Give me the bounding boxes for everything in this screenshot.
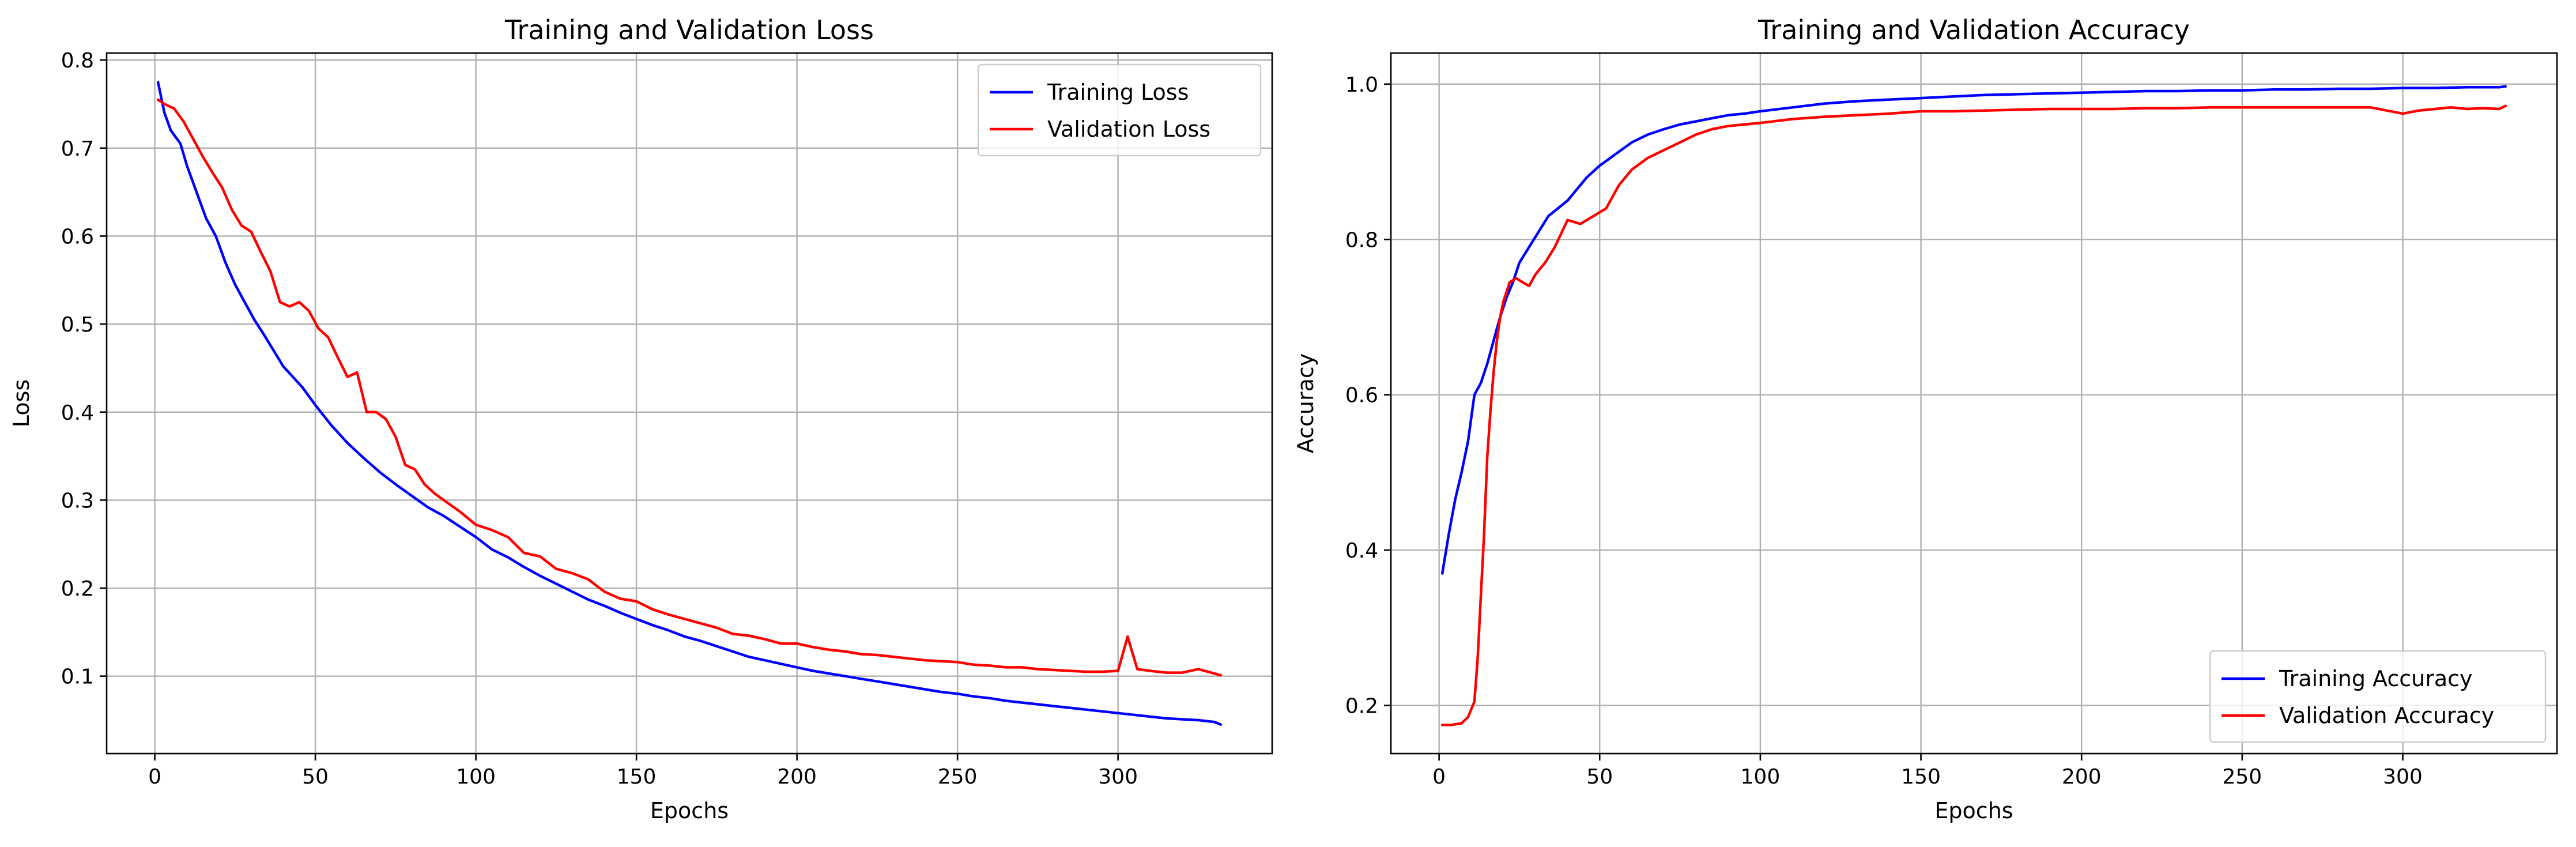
- x-axis-label: Epochs: [650, 798, 729, 823]
- x-tick-label: 150: [1901, 765, 1941, 789]
- y-tick-label: 0.6: [1345, 384, 1378, 408]
- y-axis-label: Accuracy: [1293, 353, 1318, 454]
- legend-label: Training Loss: [1047, 80, 1189, 105]
- x-tick-label: 100: [456, 765, 496, 789]
- plot-frame: [1390, 52, 2558, 755]
- legend-label: Training Accuracy: [2279, 666, 2473, 691]
- grid: [1391, 53, 2557, 754]
- y-tick-label: 0.4: [61, 401, 94, 425]
- y-tick-label: 0.2: [61, 577, 94, 601]
- chart-title: Training and Validation Accuracy: [1757, 14, 2190, 46]
- y-tick-label: 0.1: [61, 665, 94, 689]
- y-tick-label: 0.5: [61, 313, 94, 337]
- legend-box: [2209, 650, 2547, 743]
- series-line-validation-loss: [156, 98, 1223, 677]
- legend-box: [977, 63, 1262, 157]
- x-tick-label: 200: [777, 765, 817, 789]
- y-tick-label: 0.7: [61, 137, 94, 161]
- x-tick-label: 250: [938, 765, 978, 789]
- series-line-training-loss: [156, 81, 1223, 726]
- legend: Training Loss Validation Loss: [977, 63, 1262, 157]
- y-tick-label: 0.3: [61, 489, 94, 513]
- x-axis-label: Epochs: [1934, 798, 2013, 823]
- x-tick-label: 200: [2062, 765, 2102, 789]
- y-tick-label: 1.0: [1345, 73, 1378, 97]
- x-tick-label: 250: [2222, 765, 2262, 789]
- y-axis-label: Loss: [9, 379, 34, 427]
- chart-title: Training and Validation Loss: [504, 14, 874, 46]
- y-tick-label: 0.6: [61, 225, 94, 249]
- x-tick-label: 300: [1098, 765, 1138, 789]
- x-tick-label: 150: [617, 765, 657, 789]
- legend-label: Validation Accuracy: [2279, 703, 2494, 728]
- x-tick-label: 0: [1432, 765, 1446, 789]
- accuracy-chart: 0 50 100 150 200 250 300 0.2 0.4 0.6 0.8 1.0 Trainin…: [1293, 14, 2558, 823]
- x-tick-label: 0: [148, 765, 161, 789]
- series-line-validation-accuracy: [1440, 104, 2507, 726]
- plot-frame: [105, 52, 1273, 755]
- loss-chart: 0 50 100 150 200 250 300 0.1 0.2 0.3 0.4 0.5 0.6 0.7 0…: [9, 14, 1273, 823]
- x-tick-label: 50: [1586, 765, 1613, 789]
- legend: Training Accuracy Validation Accuracy: [2209, 650, 2547, 743]
- x-tick-label: 50: [302, 765, 329, 789]
- y-tick-label: 0.2: [1345, 694, 1378, 718]
- legend-label: Validation Loss: [1047, 116, 1210, 142]
- y-tick-label: 0.4: [1345, 539, 1378, 563]
- y-tick-label: 0.8: [1345, 228, 1378, 252]
- y-tick-label: 0.8: [61, 49, 94, 73]
- x-tick-label: 300: [2383, 765, 2423, 789]
- x-tick-label: 100: [1741, 765, 1781, 789]
